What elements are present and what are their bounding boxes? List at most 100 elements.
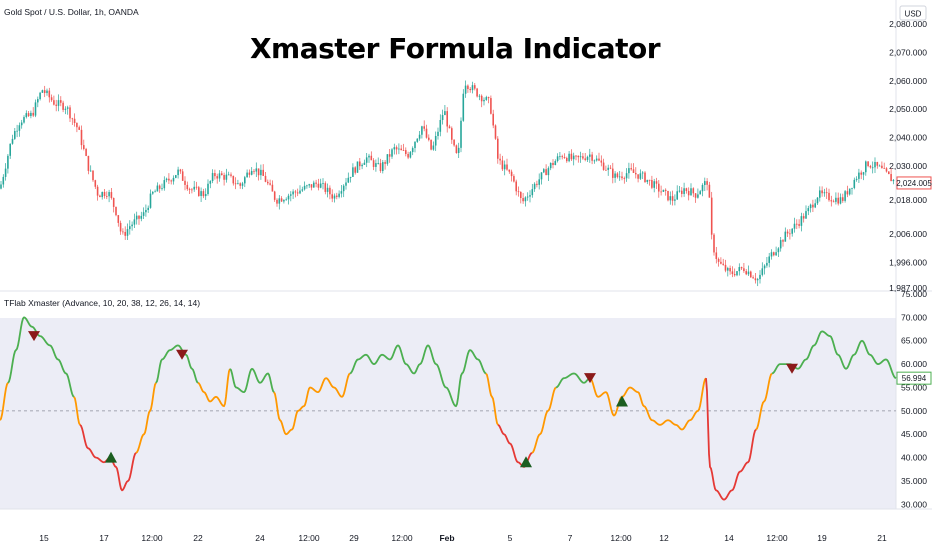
buy-signal-marker bbox=[520, 456, 532, 468]
candle bbox=[653, 178, 655, 193]
candle bbox=[170, 179, 172, 185]
candle bbox=[129, 220, 131, 235]
candle bbox=[101, 191, 103, 200]
candle bbox=[701, 183, 704, 197]
candle bbox=[478, 94, 481, 101]
candle bbox=[674, 194, 676, 206]
candle bbox=[837, 192, 839, 206]
candle bbox=[69, 105, 71, 123]
candle bbox=[25, 110, 28, 119]
candle bbox=[655, 177, 658, 189]
candle bbox=[407, 151, 409, 160]
candle bbox=[41, 89, 44, 94]
candle bbox=[687, 187, 690, 201]
candle bbox=[156, 182, 159, 192]
candle bbox=[140, 211, 143, 222]
candle bbox=[517, 186, 520, 197]
candle bbox=[430, 139, 432, 151]
candle bbox=[154, 189, 156, 193]
candle bbox=[48, 87, 51, 103]
candle bbox=[439, 114, 442, 137]
candle bbox=[710, 191, 713, 240]
candle bbox=[812, 199, 814, 212]
candle bbox=[715, 246, 718, 264]
candle bbox=[2, 174, 5, 188]
candle bbox=[664, 188, 667, 196]
candle bbox=[685, 187, 688, 194]
candle bbox=[306, 184, 308, 189]
candle bbox=[814, 199, 816, 209]
candle bbox=[345, 177, 347, 190]
candle bbox=[469, 87, 471, 93]
candle bbox=[195, 181, 198, 190]
candle bbox=[524, 196, 527, 207]
candle bbox=[117, 214, 120, 227]
candle bbox=[888, 171, 890, 175]
candle bbox=[287, 193, 290, 205]
candle bbox=[395, 145, 398, 155]
candle bbox=[382, 159, 384, 174]
candle bbox=[637, 174, 639, 183]
candle bbox=[147, 205, 149, 213]
candle bbox=[485, 95, 488, 101]
price-axis-label: 2,070.000 bbox=[889, 47, 927, 57]
candle bbox=[292, 189, 294, 199]
candle bbox=[625, 168, 628, 182]
candle bbox=[175, 174, 177, 179]
candle bbox=[692, 187, 695, 198]
oscillator-segment-neutral bbox=[485, 372, 499, 426]
candle bbox=[188, 187, 191, 195]
candle bbox=[338, 190, 340, 199]
candle bbox=[839, 193, 842, 205]
candle bbox=[494, 124, 497, 140]
candle bbox=[30, 110, 32, 119]
candle bbox=[648, 179, 651, 186]
candle bbox=[326, 183, 329, 198]
candle bbox=[671, 190, 674, 206]
candle bbox=[27, 111, 30, 117]
current-value-tag: 56.994 bbox=[896, 371, 932, 385]
candle bbox=[876, 161, 879, 169]
candle bbox=[563, 153, 566, 159]
candle bbox=[607, 164, 609, 176]
candle bbox=[777, 247, 780, 257]
candle bbox=[722, 258, 724, 266]
candle bbox=[313, 180, 315, 188]
candle bbox=[310, 184, 313, 191]
candle bbox=[278, 195, 281, 210]
time-axis-label: 12:00 bbox=[298, 533, 320, 543]
candle bbox=[218, 170, 221, 182]
candle bbox=[540, 172, 543, 185]
candle bbox=[99, 194, 101, 198]
candle bbox=[791, 228, 793, 237]
candle bbox=[547, 166, 550, 182]
candle bbox=[106, 191, 108, 200]
candle bbox=[177, 166, 179, 179]
oscillator-segment-neutral bbox=[197, 368, 231, 408]
currency-badge[interactable] bbox=[899, 5, 927, 21]
candle bbox=[340, 185, 343, 198]
candle bbox=[202, 188, 205, 199]
oscillator-segment-bull bbox=[7, 316, 75, 398]
candle bbox=[862, 171, 865, 181]
candle bbox=[152, 190, 154, 195]
candle bbox=[455, 144, 458, 154]
sell-signal-marker bbox=[584, 373, 596, 384]
candle bbox=[225, 168, 228, 183]
candle bbox=[796, 219, 798, 230]
price-axis[interactable] bbox=[896, 0, 932, 550]
candle bbox=[393, 143, 396, 155]
candle bbox=[352, 163, 354, 177]
symbol-header: Gold Spot / U.S. Dollar, 1h, OANDA bbox=[4, 7, 139, 17]
candle bbox=[554, 159, 557, 166]
candle bbox=[844, 189, 846, 203]
oscillator-segment-bull bbox=[229, 367, 275, 394]
candle bbox=[593, 159, 596, 164]
candle bbox=[658, 180, 660, 198]
candle bbox=[354, 166, 356, 175]
candle bbox=[444, 105, 446, 116]
candle bbox=[124, 226, 126, 240]
candle bbox=[34, 99, 37, 118]
candle bbox=[317, 178, 320, 191]
